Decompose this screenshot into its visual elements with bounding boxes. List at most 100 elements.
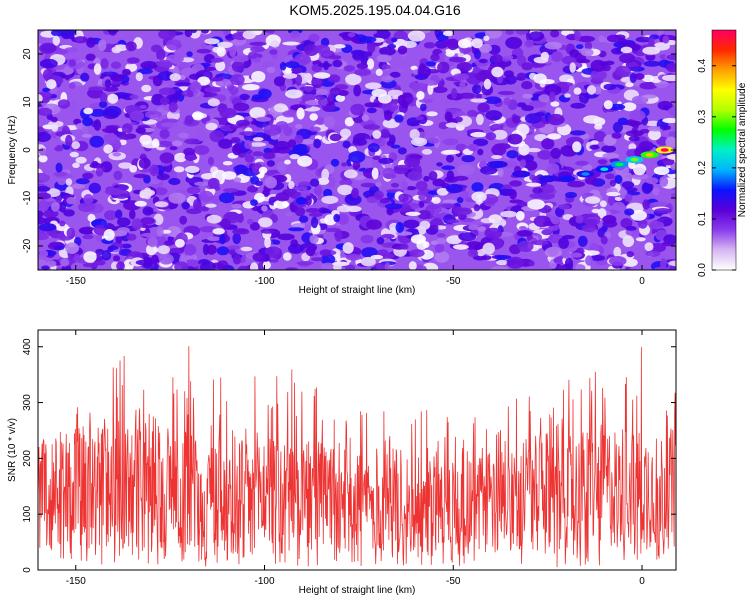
spectrogram-cell (144, 110, 162, 119)
spectrogram-cell (169, 73, 181, 82)
spectrogram-cell (264, 176, 277, 189)
spectrogram-cell (471, 191, 487, 203)
spectrogram-cell (457, 164, 475, 176)
spectrogram-cell (65, 242, 79, 254)
spectrogram-cell (641, 182, 653, 194)
spectrogram-cell (139, 189, 155, 197)
spectrogram-cell (328, 92, 334, 102)
spectrogram-cell (471, 182, 484, 193)
spectrogram-cell (111, 46, 122, 54)
spectrogram-cell (258, 88, 272, 100)
spectrogram-cell (544, 41, 563, 50)
spectrogram-cell (417, 209, 431, 220)
spectrogram-cell (189, 81, 202, 93)
spectrogram-cell (309, 126, 321, 132)
spectrogram-cell (471, 38, 483, 49)
spectrogram-cell (293, 144, 308, 156)
spectrogram-cell (420, 103, 427, 112)
spectrogram-cell (409, 81, 419, 90)
spectrogram-cell (333, 263, 342, 270)
spectrogram-cell (158, 87, 176, 96)
spectrogram-cell (454, 116, 463, 123)
spectrogram-cell (69, 100, 78, 112)
spectrogram-cell (107, 93, 119, 104)
spectrogram-cell (384, 262, 391, 270)
spectrogram-cell (250, 46, 265, 53)
spectrogram-cell (603, 83, 617, 91)
spectrogram-cell (478, 58, 488, 64)
spectrogram-cell (373, 262, 388, 270)
spectrogram-cell (626, 120, 643, 126)
spectrogram-cell (351, 187, 359, 199)
spectrogram-cell (155, 59, 172, 67)
spectrogram-cell (242, 84, 260, 91)
spectrogram-cell (242, 30, 256, 40)
spectrogram-cell (456, 62, 473, 72)
spectrogram-cell (289, 30, 301, 39)
spectrogram-cell (205, 203, 217, 208)
spectrogram-cell (587, 115, 595, 124)
spectrogram-cell (436, 233, 446, 238)
spectrogram-cell (458, 232, 477, 242)
spectrogram-cell (239, 93, 250, 101)
spectrogram-cell (448, 56, 467, 63)
spectrogram-cell (434, 251, 450, 263)
spectrogram-cell (345, 73, 362, 86)
spec-x-tick-label: -150 (66, 276, 86, 287)
spectrogram-cell (641, 94, 657, 99)
spectrogram-cell (547, 133, 562, 140)
spectrogram-cell (541, 184, 555, 194)
spectrogram-cell (629, 73, 637, 83)
spectrogram-cell (550, 147, 562, 159)
spectrogram-cell (141, 84, 152, 93)
spectrogram-cell (493, 143, 511, 150)
spectrogram-cell (88, 86, 107, 91)
spectrogram-cell (39, 147, 47, 156)
spectrogram-cell (516, 123, 530, 136)
spectrogram-cell (83, 251, 97, 263)
spectrogram-cell (465, 241, 484, 251)
spectrogram-cell (453, 73, 470, 81)
spectrogram-cell (315, 88, 328, 96)
spectrogram-cell (361, 114, 370, 122)
spectrogram-cell (419, 98, 433, 103)
spectrogram-cell (515, 30, 529, 35)
spectrogram-cell (75, 156, 87, 164)
spectrogram-cell (459, 46, 472, 54)
spectrogram-cell (613, 246, 622, 258)
spectrogram-cell (451, 88, 458, 99)
spectrogram-cell (282, 110, 296, 118)
spectrogram-cell (358, 36, 377, 43)
spectrogram-cell (381, 75, 394, 83)
spectrogram-cell (441, 165, 455, 170)
spectrogram-cell (361, 158, 374, 169)
spectrogram-cell (93, 63, 102, 75)
spectrogram-cell (372, 130, 382, 139)
spectrogram-cell (101, 250, 112, 261)
spectrogram-cell (215, 60, 226, 72)
spectrogram-cell (51, 124, 59, 132)
spectrogram-cell (137, 68, 153, 75)
snr-y-tick-label: 200 (22, 450, 33, 467)
spectrogram-cell (436, 188, 449, 196)
spectrogram-cell (599, 61, 609, 66)
spectrogram-cell (69, 151, 79, 158)
spectrogram-y-label: Frequency (Hz) (7, 116, 18, 185)
spectrogram-cell (660, 125, 671, 131)
spectrogram-cell (121, 123, 133, 134)
snr-y-tick-label: 0 (22, 567, 33, 573)
spectrogram-cell (624, 208, 635, 216)
spectrogram-cell (549, 91, 556, 103)
spectrogram-cell (524, 39, 534, 48)
spectrogram-cell (668, 106, 676, 117)
spectrogram-cell (75, 178, 90, 185)
spectrogram-cell (91, 160, 99, 168)
spectrogram-cell (521, 81, 533, 90)
spectrogram-cell (85, 53, 96, 61)
spectrogram-cell (327, 74, 341, 83)
spectrogram-cell (645, 250, 661, 257)
spectrogram-cell (196, 48, 212, 54)
spectrogram-cell (292, 186, 308, 191)
spectrogram-cell (573, 87, 582, 95)
